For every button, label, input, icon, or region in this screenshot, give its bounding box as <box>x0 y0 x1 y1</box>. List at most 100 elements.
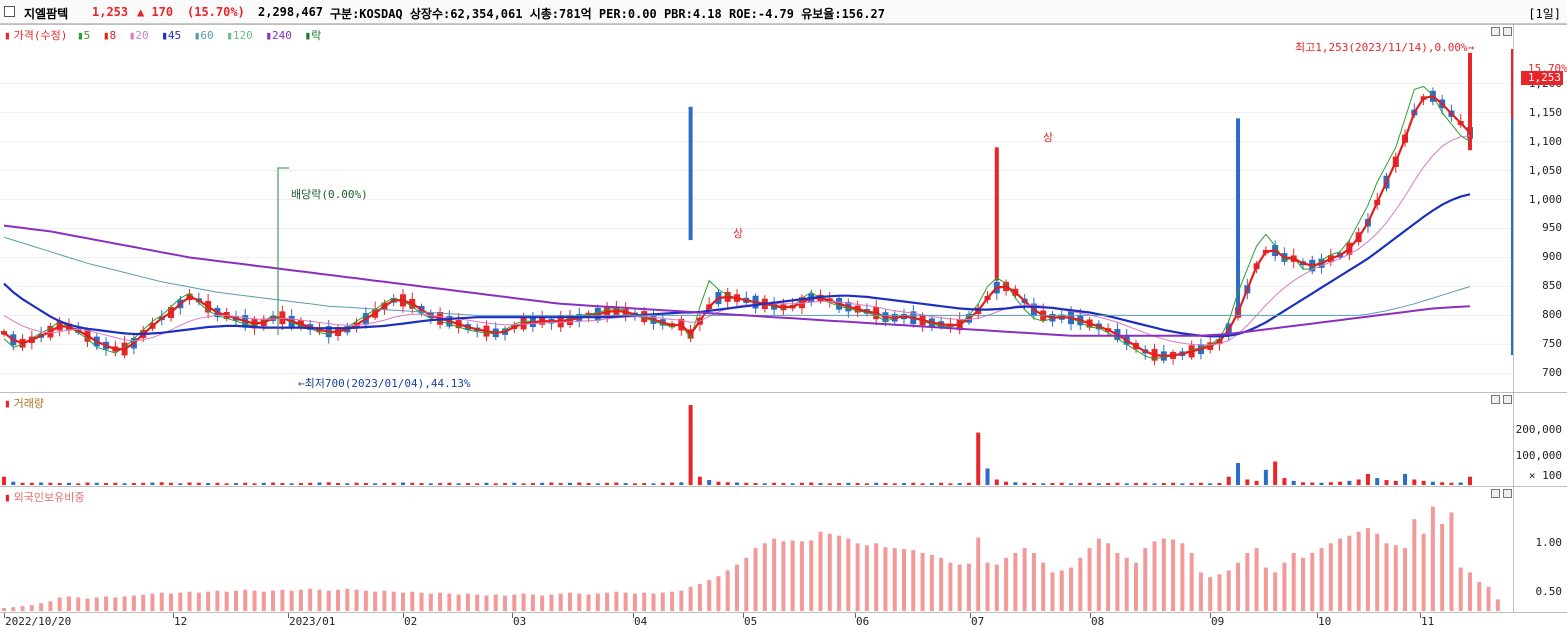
foreign-bar <box>1059 570 1064 611</box>
volume-bar <box>892 483 897 485</box>
foreign-bar <box>521 593 526 611</box>
volume-bar <box>605 482 610 485</box>
foreign-bar <box>438 592 443 611</box>
foreign-chart <box>2 506 1500 611</box>
price-tick: 850 <box>1542 279 1562 293</box>
volume-bar <box>929 483 934 485</box>
volume-bar <box>428 483 433 485</box>
volume-bar <box>632 483 637 485</box>
volume-bar <box>85 482 90 485</box>
date-tick-mark <box>743 613 744 618</box>
volume-bar <box>1236 462 1241 485</box>
foreign-bar <box>939 557 944 611</box>
foreign-bar <box>94 597 99 611</box>
foreign-bar <box>233 590 238 611</box>
volume-bar <box>827 483 832 485</box>
legend-ma8: ▮8 <box>102 29 117 42</box>
foreign-bar <box>1347 535 1352 611</box>
volume-bar <box>623 483 628 485</box>
foreign-bar <box>419 592 424 611</box>
volume-tick-200k: 200,000 <box>1515 423 1562 436</box>
volume-bar <box>122 483 127 485</box>
volume-bar <box>697 476 702 485</box>
foreign-bar <box>753 548 758 611</box>
volume-bar <box>1393 480 1398 485</box>
foreign-bar <box>1412 519 1417 611</box>
foreign-bar <box>735 564 739 611</box>
volume-bar <box>614 482 619 485</box>
date-tick-mark <box>288 613 289 618</box>
foreign-bar <box>902 549 907 611</box>
volume-bar <box>716 481 721 485</box>
legend-ex-dividend: ▮락 <box>304 29 322 42</box>
foreign-bar <box>503 595 508 611</box>
foreign-bar <box>150 593 155 611</box>
date-tick-mark <box>173 613 174 618</box>
foreign-close-button[interactable] <box>1503 489 1512 498</box>
foreign-bar <box>1338 538 1343 611</box>
date-tick-label: 06 <box>856 615 870 628</box>
volume-bar <box>772 482 777 485</box>
foreign-bar <box>1171 539 1176 611</box>
date-tick-label: 05 <box>744 615 758 628</box>
volume-axis: 200,000 100,000 × 100 <box>1513 393 1567 487</box>
foreign-bar <box>697 583 702 611</box>
panel-close-button[interactable] <box>1503 27 1512 36</box>
volume-bar <box>753 483 758 485</box>
foreign-bar <box>1198 572 1203 611</box>
volume-bar <box>187 482 192 485</box>
volume-bar <box>48 482 53 485</box>
volume-bar <box>1365 473 1370 485</box>
price-tick: 800 <box>1542 308 1562 322</box>
foreign-minimize-button[interactable] <box>1491 489 1500 498</box>
foreign-bar <box>122 596 127 611</box>
volume-bar <box>159 482 164 485</box>
volume-bar <box>1430 481 1435 485</box>
foreign-bar <box>512 594 517 611</box>
legend-ma45: ▮45 <box>161 29 182 42</box>
trade-volume: 2,298,467 <box>258 5 324 19</box>
volume-bar <box>855 483 860 485</box>
foreign-bar <box>1143 548 1148 611</box>
volume-tick-100k: 100,000 <box>1515 449 1562 462</box>
volume-bar <box>846 482 851 485</box>
foreign-bar <box>892 548 897 611</box>
select-checkbox[interactable] <box>4 6 15 17</box>
volume-bar <box>178 483 183 485</box>
period-selector[interactable]: [1일] <box>1528 7 1561 21</box>
foreign-bar <box>336 589 341 611</box>
volume-bar <box>1319 482 1324 485</box>
volume-bar <box>336 483 341 485</box>
foreign-bar <box>1468 572 1472 611</box>
volume-bar <box>1458 482 1463 485</box>
foreign-bar <box>781 541 786 611</box>
legend-price-title: 가격(수정) <box>13 29 68 42</box>
date-axis: 2022/10/20 12 2023/01 02 03 04 05 06 07 08 09 10 11 <box>0 612 1567 630</box>
volume-close-button[interactable] <box>1503 395 1512 404</box>
price-change: ▲ 170 <box>137 5 174 19</box>
foreign-bar <box>57 597 62 611</box>
foreign-bar <box>308 588 313 611</box>
volume-bar <box>400 482 405 485</box>
foreign-bar <box>1124 557 1129 611</box>
volume-bar <box>215 482 220 485</box>
foreign-bar <box>20 606 25 611</box>
foreign-bar <box>1263 567 1268 611</box>
volume-bar <box>512 482 517 485</box>
volume-bar <box>11 481 16 485</box>
stock-header: 지엘팜텍 1,253 ▲ 170 (15.70%) 2,298,467 구분:K… <box>0 0 1567 24</box>
volume-bar <box>1217 483 1222 485</box>
volume-bar <box>911 482 916 485</box>
panel-minimize-button[interactable] <box>1491 27 1500 36</box>
volume-bar <box>530 483 535 485</box>
volume-bar <box>642 483 647 485</box>
volume-minimize-button[interactable] <box>1491 395 1500 404</box>
date-tick-label: 10 <box>1318 615 1332 628</box>
volume-bar <box>131 483 136 485</box>
volume-bar <box>76 483 81 485</box>
foreign-bar <box>373 591 378 611</box>
foreign-bar <box>354 589 359 611</box>
foreign-bar <box>1384 543 1389 611</box>
volume-bar <box>1198 482 1203 485</box>
current-price: 1,253 <box>92 5 129 19</box>
